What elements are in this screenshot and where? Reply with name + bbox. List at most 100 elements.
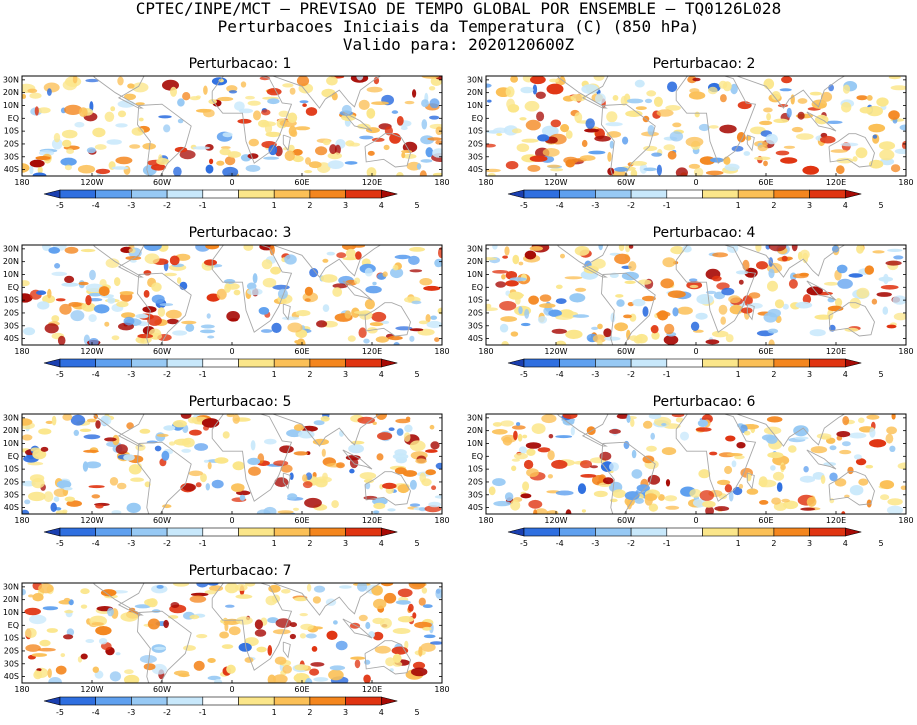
colorbar-label: 2 [307, 201, 312, 210]
lon-label: 120E [362, 685, 382, 694]
lat-label: 10S [468, 296, 483, 305]
lat-label: 40S [468, 165, 483, 174]
perturbation-panel-2: Perturbacao: 2 30N 20N 10N EQ 10S 20S 30S 40S 180… [467, 56, 917, 218]
colorbar-label: -3 [127, 708, 135, 717]
lon-label: 180 [14, 516, 29, 525]
colorbar-label: 5 [414, 201, 419, 210]
colorbar: -5 -4 -3 -2 -1 1 2 3 4 5 [507, 358, 884, 379]
lon-label: 60W [617, 347, 635, 356]
lon-label: 60E [758, 178, 773, 187]
lat-label: 30S [4, 152, 19, 161]
lat-label: 10N [3, 270, 19, 279]
lat-label: 10N [467, 101, 483, 110]
temperature-map: 30N 20N 10N EQ 10S 20S 30S 40S 180 120W 60W 0 60E 120… [467, 75, 914, 210]
lat-label: 10S [4, 127, 19, 136]
lat-label: EQ [472, 452, 483, 461]
lon-label: 180 [478, 347, 493, 356]
colorbar-label: 2 [307, 370, 312, 379]
colorbar-label: -3 [591, 201, 599, 210]
colorbar-label: 5 [414, 539, 419, 548]
colorbar-label: -5 [520, 201, 528, 210]
lon-label: 180 [14, 347, 29, 356]
temperature-map: 30N 20N 10N EQ 10S 20S 30S 40S 180 120W 60W 0 60E 120… [3, 413, 450, 548]
lat-label: 30N [467, 244, 483, 253]
lat-label: 10S [468, 127, 483, 136]
colorbar-label: -3 [591, 370, 599, 379]
figure-subtitle: Perturbacoes Iniciais da Temperatura (C)… [217, 17, 700, 36]
colorbar-label: 4 [379, 708, 384, 717]
colorbar: -5 -4 -3 -2 -1 1 2 3 4 5 [43, 189, 420, 210]
perturbation-panel-6: Perturbacao: 6 30N 20N 10N EQ 10S 20S 30S 40S 180… [467, 394, 917, 556]
lon-label: 180 [898, 516, 913, 525]
perturbation-panel-5: Perturbacao: 5 30N 20N 10N EQ 10S 20S 30S 40S 180… [3, 394, 460, 556]
lat-label: 10N [467, 439, 483, 448]
colorbar-label: 2 [771, 539, 776, 548]
colorbar-label: 2 [771, 370, 776, 379]
lat-label: 30N [3, 413, 19, 422]
lat-label: 30S [4, 321, 19, 330]
lat-label: 30S [4, 659, 19, 668]
lat-label: 20S [4, 477, 19, 486]
lon-label: 60E [758, 347, 773, 356]
lat-label: 10S [4, 634, 19, 643]
lon-label: 60E [294, 516, 309, 525]
colorbar-label: 5 [878, 201, 883, 210]
lat-label: 20N [3, 88, 19, 97]
colorbar-label: -5 [56, 539, 64, 548]
lat-label: 20N [3, 426, 19, 435]
lat-label: 20N [467, 88, 483, 97]
lat-label: 30S [468, 321, 483, 330]
colorbar-label: -1 [663, 539, 671, 548]
panel-title: Perturbacao: 2 [652, 56, 756, 72]
lat-label: EQ [8, 283, 19, 292]
colorbar-label: -2 [627, 539, 635, 548]
lat-label: 20S [4, 139, 19, 148]
colorbar-label: -1 [663, 370, 671, 379]
lat-label: 30N [3, 244, 19, 253]
colorbar-label: -2 [163, 539, 171, 548]
colorbar-label: -1 [199, 708, 207, 717]
colorbar-label: 4 [843, 201, 848, 210]
perturbation-panel-7: Perturbacao: 7 30N 20N 10N EQ 10S 20S 30S 40S 180… [3, 563, 460, 725]
lat-label: 10S [4, 465, 19, 474]
colorbar-label: 4 [843, 539, 848, 548]
colorbar-label: 4 [379, 370, 384, 379]
lat-label: 40S [468, 334, 483, 343]
lon-label: 120E [826, 516, 846, 525]
lat-label: 20N [3, 257, 19, 266]
lon-label: 60W [153, 516, 171, 525]
perturbation-panel-4: Perturbacao: 4 30N 20N 10N EQ 10S 20S 30S 40S 180… [467, 225, 917, 387]
lon-label: 120E [362, 347, 382, 356]
lon-label: 0 [693, 516, 698, 525]
lat-label: 30N [3, 75, 19, 84]
colorbar-label: 2 [771, 201, 776, 210]
lon-label: 180 [898, 347, 913, 356]
colorbar-label: -3 [591, 539, 599, 548]
colorbar-label: -5 [56, 708, 64, 717]
colorbar-label: 5 [414, 708, 419, 717]
panel-title: Perturbacao: 4 [652, 225, 756, 241]
lat-label: 40S [4, 503, 19, 512]
lat-label: 20S [468, 477, 483, 486]
lon-label: 120W [80, 178, 103, 187]
lat-label: 30N [3, 582, 19, 591]
colorbar-label: -2 [163, 201, 171, 210]
colorbar-label: 4 [843, 370, 848, 379]
temperature-map: 30N 20N 10N EQ 10S 20S 30S 40S 180 120W 60W 0 60E 120… [3, 582, 450, 717]
colorbar-label: -1 [663, 201, 671, 210]
lat-label: 20N [3, 595, 19, 604]
lon-label: 60W [617, 178, 635, 187]
lon-label: 180 [478, 178, 493, 187]
lat-label: 20N [467, 426, 483, 435]
colorbar-label: 3 [807, 370, 812, 379]
lat-label: 30N [467, 413, 483, 422]
lon-label: 120E [826, 178, 846, 187]
temperature-map: 30N 20N 10N EQ 10S 20S 30S 40S 180 120W 60W 0 60E 120… [3, 75, 450, 210]
colorbar-label: -3 [127, 539, 135, 548]
lat-label: 30S [468, 152, 483, 161]
colorbar-label: -2 [627, 370, 635, 379]
colorbar-label: 5 [878, 370, 883, 379]
lon-label: 60E [294, 178, 309, 187]
lat-label: 40S [4, 672, 19, 681]
colorbar-label: 1 [272, 708, 277, 717]
